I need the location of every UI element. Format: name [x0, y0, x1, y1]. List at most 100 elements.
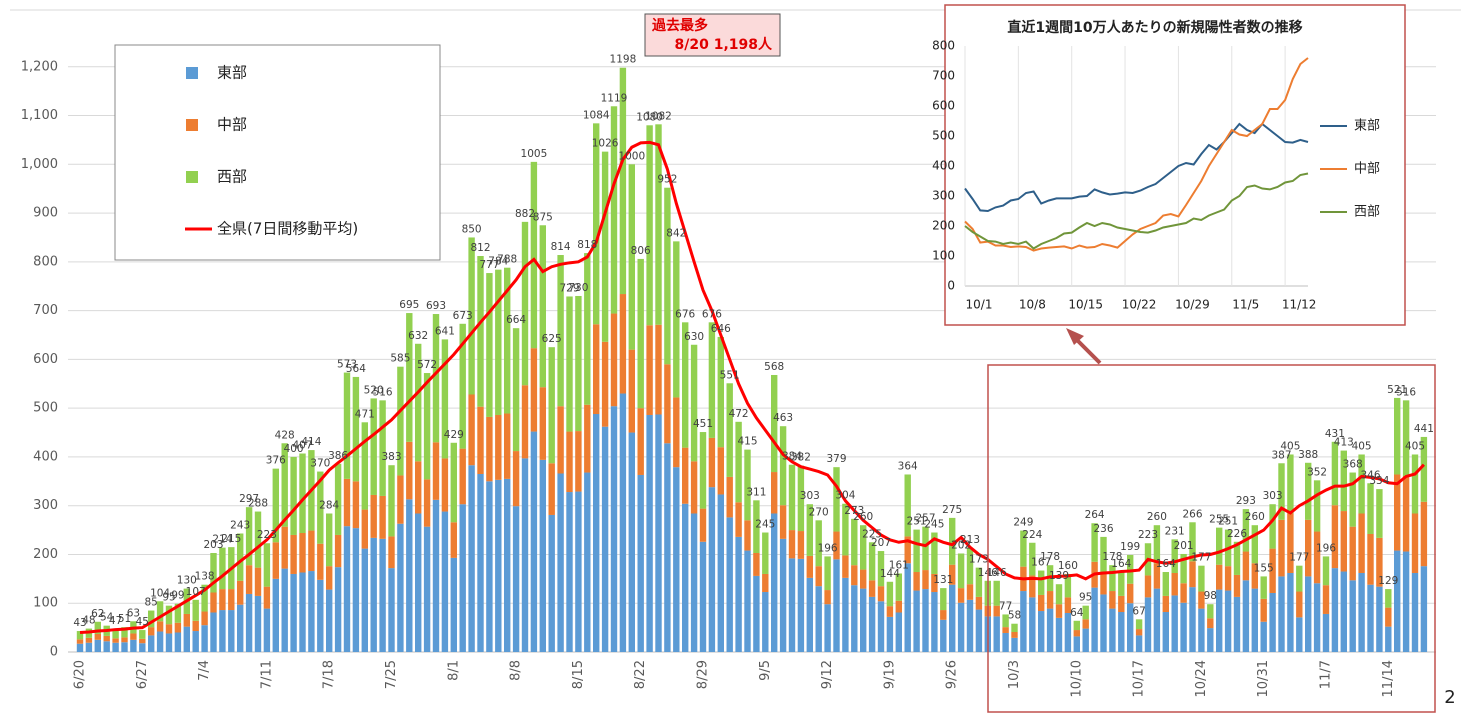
bar-segment	[245, 565, 253, 594]
bar-segment	[1420, 566, 1428, 652]
bar-segment	[601, 426, 609, 652]
y-tick-label: 0	[50, 645, 58, 660]
y-tick-label: 500	[33, 401, 58, 416]
bar-segment	[406, 441, 413, 500]
bar-segment	[504, 478, 511, 652]
bar-segment	[94, 621, 101, 634]
bar-segment	[423, 526, 431, 652]
bar-segment	[1269, 592, 1276, 652]
bar-segment	[877, 586, 885, 602]
bar-segment	[130, 639, 137, 652]
bar-segment	[1242, 551, 1250, 581]
bar-segment	[815, 566, 822, 587]
bar-segment	[824, 556, 831, 591]
bar-segment	[548, 347, 555, 464]
bar-segment	[886, 581, 894, 607]
bar-segment	[1162, 572, 1169, 596]
bar-segment	[744, 550, 751, 652]
bar-segment	[103, 641, 110, 652]
legend-swatch	[186, 119, 198, 131]
bar-segment	[1064, 597, 1072, 613]
total-label: 213	[960, 534, 980, 546]
bar-segment	[895, 573, 902, 601]
total-label: 1080	[636, 111, 663, 123]
bar-segment	[1180, 553, 1187, 584]
bar-segment	[940, 619, 947, 652]
bar-segment	[1349, 580, 1356, 652]
bar-segment	[317, 471, 324, 544]
bar-segment	[1251, 525, 1258, 564]
total-label: 177	[1191, 552, 1211, 564]
total-label: 384	[782, 451, 802, 463]
bar-segment	[219, 547, 226, 590]
bar-segment	[966, 548, 974, 585]
bar-segment	[379, 495, 386, 539]
total-label: 520	[364, 384, 384, 396]
bar-segment	[1109, 565, 1116, 592]
bar-segment	[1296, 565, 1303, 592]
total-label: 95	[162, 592, 175, 604]
bar-segment	[1029, 575, 1036, 598]
bar-segment	[1367, 584, 1374, 652]
y-tick-label: 200	[932, 219, 955, 233]
total-label: 405	[1352, 440, 1372, 452]
bar-segment	[682, 447, 689, 504]
bar-segment	[1020, 591, 1027, 652]
bar-segment	[1242, 509, 1250, 552]
bar-segment	[1278, 519, 1285, 577]
total-label: 255	[1209, 514, 1229, 526]
total-label: 383	[381, 451, 401, 463]
bar-segment	[415, 461, 422, 514]
bar-segment	[646, 325, 653, 415]
bar-segment	[1118, 572, 1125, 596]
bar-segment	[1216, 564, 1223, 590]
total-label: 364	[898, 460, 918, 472]
bar-segment	[1118, 612, 1125, 652]
total-label: 585	[390, 353, 410, 365]
bar-segment	[1287, 454, 1294, 514]
total-label: 664	[506, 314, 526, 326]
y-tick-label: 300	[932, 189, 955, 203]
bar-segment	[441, 458, 449, 512]
bar-segment	[993, 580, 1000, 606]
bar-segment	[539, 459, 546, 652]
bar-segment	[254, 595, 262, 652]
bar-segment	[673, 467, 680, 652]
bar-segment	[699, 432, 707, 509]
x-tick-label: 11/14	[1381, 660, 1396, 697]
bar-segment	[717, 336, 724, 448]
total-label: 275	[942, 504, 962, 516]
bar-segment	[575, 491, 582, 652]
total-label: 551	[720, 369, 740, 381]
bar-segment	[397, 523, 404, 652]
bar-segment	[201, 584, 208, 612]
bar-segment	[1171, 595, 1178, 652]
bar-segment	[637, 258, 644, 409]
annotation-text: 8/20 1,198人	[675, 36, 773, 53]
inset-box	[944, 4, 1406, 326]
total-label: 641	[435, 325, 455, 337]
bar-segment	[797, 531, 805, 559]
total-label: 1198	[610, 54, 637, 66]
bar-segment	[1394, 397, 1401, 475]
total-label: 201	[1174, 540, 1194, 552]
total-label: 521	[1387, 384, 1407, 396]
bar-segment	[245, 507, 253, 566]
total-label: 352	[1307, 466, 1327, 478]
bar-segment	[682, 503, 689, 652]
legend-label: 全県(7日間移動平均)	[217, 220, 358, 238]
bar-segment	[877, 601, 885, 652]
bar-segment	[370, 537, 377, 652]
bar-segment	[1011, 637, 1018, 652]
bar-segment	[619, 393, 627, 652]
total-label: 138	[195, 571, 215, 583]
bar-segment	[343, 526, 351, 652]
total-label: 814	[551, 241, 571, 253]
bar-segment	[530, 348, 538, 432]
bar-segment	[450, 522, 457, 558]
bar-segment	[1322, 556, 1330, 586]
bar-segment	[512, 451, 520, 507]
bar-segment	[1038, 611, 1045, 652]
total-label: 236	[1093, 523, 1113, 535]
